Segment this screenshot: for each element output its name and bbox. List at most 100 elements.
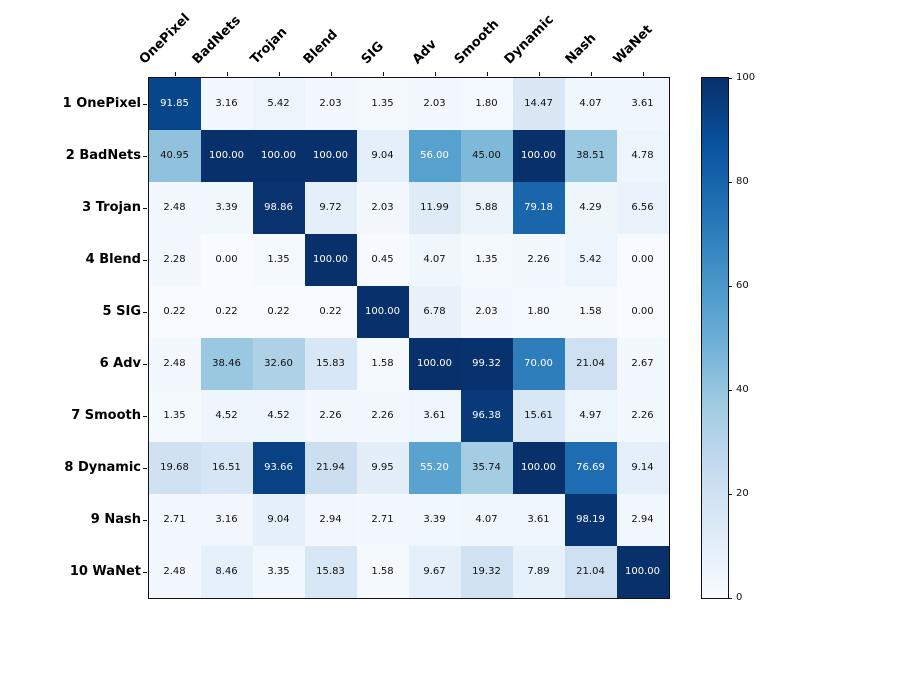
cell-value: 2.03 bbox=[319, 98, 342, 109]
cell-value: 4.07 bbox=[475, 514, 498, 525]
heatmap-cell: 5.42 bbox=[564, 233, 617, 286]
cell-value: 2.71 bbox=[371, 514, 394, 525]
heatmap-cell: 1.80 bbox=[460, 77, 513, 130]
cell-value: 2.48 bbox=[163, 202, 186, 213]
cell-value: 98.86 bbox=[264, 202, 293, 213]
cell-value: 2.71 bbox=[163, 514, 186, 525]
heatmap-cell: 9.67 bbox=[408, 545, 461, 598]
cell-value: 100.00 bbox=[521, 462, 556, 473]
heatmap-cell: 98.86 bbox=[252, 181, 305, 234]
cell-value: 4.97 bbox=[579, 410, 602, 421]
cell-value: 3.61 bbox=[631, 98, 654, 109]
heatmap-cell: 14.47 bbox=[512, 77, 565, 130]
cell-value: 4.29 bbox=[579, 202, 602, 213]
heatmap-cell: 100.00 bbox=[408, 337, 461, 390]
y-axis-tick bbox=[143, 311, 147, 313]
cell-value: 70.00 bbox=[524, 358, 553, 369]
cell-value: 2.26 bbox=[371, 410, 394, 421]
heatmap-cell: 3.39 bbox=[200, 181, 253, 234]
cell-value: 15.83 bbox=[316, 566, 345, 577]
colorbar-gradient bbox=[702, 78, 728, 598]
heatmap-cell: 2.03 bbox=[408, 77, 461, 130]
y-axis-tick bbox=[143, 363, 147, 365]
colorbar-tick bbox=[728, 181, 732, 183]
cell-value: 9.95 bbox=[371, 462, 394, 473]
heatmap-cell: 7.89 bbox=[512, 545, 565, 598]
heatmap-cell: 9.72 bbox=[304, 181, 357, 234]
heatmap-cell: 1.80 bbox=[512, 285, 565, 338]
cell-value: 100.00 bbox=[209, 150, 244, 161]
heatmap-cell: 70.00 bbox=[512, 337, 565, 390]
heatmap-cell: 2.94 bbox=[304, 493, 357, 546]
heatmap-cell: 1.35 bbox=[148, 389, 201, 442]
heatmap-cell: 8.46 bbox=[200, 545, 253, 598]
cell-value: 100.00 bbox=[313, 150, 348, 161]
colorbar-tick bbox=[728, 597, 732, 599]
colorbar-tick-label: 100 bbox=[736, 72, 756, 83]
row-label: 5 SIG bbox=[102, 304, 141, 319]
heatmap-cell: 100.00 bbox=[304, 233, 357, 286]
y-axis-tick bbox=[143, 259, 147, 261]
heatmap-cell: 11.99 bbox=[408, 181, 461, 234]
cell-value: 3.39 bbox=[215, 202, 238, 213]
cell-value: 55.20 bbox=[420, 462, 449, 473]
cell-value: 100.00 bbox=[521, 150, 556, 161]
heatmap-cell: 4.52 bbox=[252, 389, 305, 442]
heatmap-cell: 0.22 bbox=[252, 285, 305, 338]
heatmap-cell: 2.03 bbox=[304, 77, 357, 130]
heatmap-cell: 4.78 bbox=[616, 129, 669, 182]
column-label: Adv bbox=[409, 36, 441, 68]
heatmap-cell: 15.61 bbox=[512, 389, 565, 442]
heatmap-cell: 16.51 bbox=[200, 441, 253, 494]
heatmap-cell: 9.14 bbox=[616, 441, 669, 494]
column-label: SIG bbox=[358, 39, 388, 68]
cell-value: 1.35 bbox=[267, 254, 290, 265]
heatmap-cell: 96.38 bbox=[460, 389, 513, 442]
cell-value: 21.04 bbox=[576, 358, 605, 369]
heatmap-cell: 2.71 bbox=[356, 493, 409, 546]
cell-value: 2.26 bbox=[319, 410, 342, 421]
cell-value: 0.45 bbox=[371, 254, 394, 265]
y-axis-tick bbox=[143, 207, 147, 209]
cell-value: 15.83 bbox=[316, 358, 345, 369]
heatmap-cell: 100.00 bbox=[512, 129, 565, 182]
heatmap-cell: 79.18 bbox=[512, 181, 565, 234]
cell-value: 21.04 bbox=[576, 566, 605, 577]
heatmap-cell: 3.39 bbox=[408, 493, 461, 546]
cell-value: 3.16 bbox=[215, 514, 238, 525]
heatmap-cell: 1.58 bbox=[356, 545, 409, 598]
heatmap-grid: 91.85 3.16 5.42 2.03 1.35 2.03 1.80 14.47 4.07 3.… bbox=[147, 76, 670, 599]
heatmap-cell: 2.94 bbox=[616, 493, 669, 546]
cell-value: 76.69 bbox=[576, 462, 605, 473]
heatmap-cell: 2.03 bbox=[356, 181, 409, 234]
column-label: Dynamic bbox=[501, 12, 557, 68]
heatmap-cell: 2.26 bbox=[512, 233, 565, 286]
cell-value: 4.52 bbox=[267, 410, 290, 421]
x-axis-tick bbox=[278, 72, 280, 76]
cell-value: 0.22 bbox=[163, 306, 186, 317]
cell-value: 1.80 bbox=[527, 306, 550, 317]
x-axis-tick bbox=[226, 72, 228, 76]
heatmap-cell: 21.04 bbox=[564, 545, 617, 598]
colorbar-tick-label: 0 bbox=[736, 592, 743, 603]
colorbar-tick-label: 40 bbox=[736, 384, 749, 395]
cell-value: 100.00 bbox=[625, 566, 660, 577]
heatmap-cell: 2.26 bbox=[304, 389, 357, 442]
cell-value: 1.58 bbox=[371, 566, 394, 577]
cell-value: 2.26 bbox=[527, 254, 550, 265]
column-label: OnePixel bbox=[136, 10, 194, 68]
cell-value: 14.47 bbox=[524, 98, 553, 109]
row-label: 7 Smooth bbox=[71, 408, 141, 423]
heatmap-cell: 3.61 bbox=[512, 493, 565, 546]
cell-value: 100.00 bbox=[313, 254, 348, 265]
cell-value: 11.99 bbox=[420, 202, 449, 213]
row-label: 3 Trojan bbox=[82, 200, 141, 215]
y-axis-tick bbox=[143, 519, 147, 521]
cell-value: 2.94 bbox=[631, 514, 654, 525]
cell-value: 0.22 bbox=[215, 306, 238, 317]
colorbar bbox=[701, 77, 729, 599]
cell-value: 96.38 bbox=[472, 410, 501, 421]
cell-value: 100.00 bbox=[365, 306, 400, 317]
cell-value: 9.04 bbox=[267, 514, 290, 525]
cell-value: 32.60 bbox=[264, 358, 293, 369]
